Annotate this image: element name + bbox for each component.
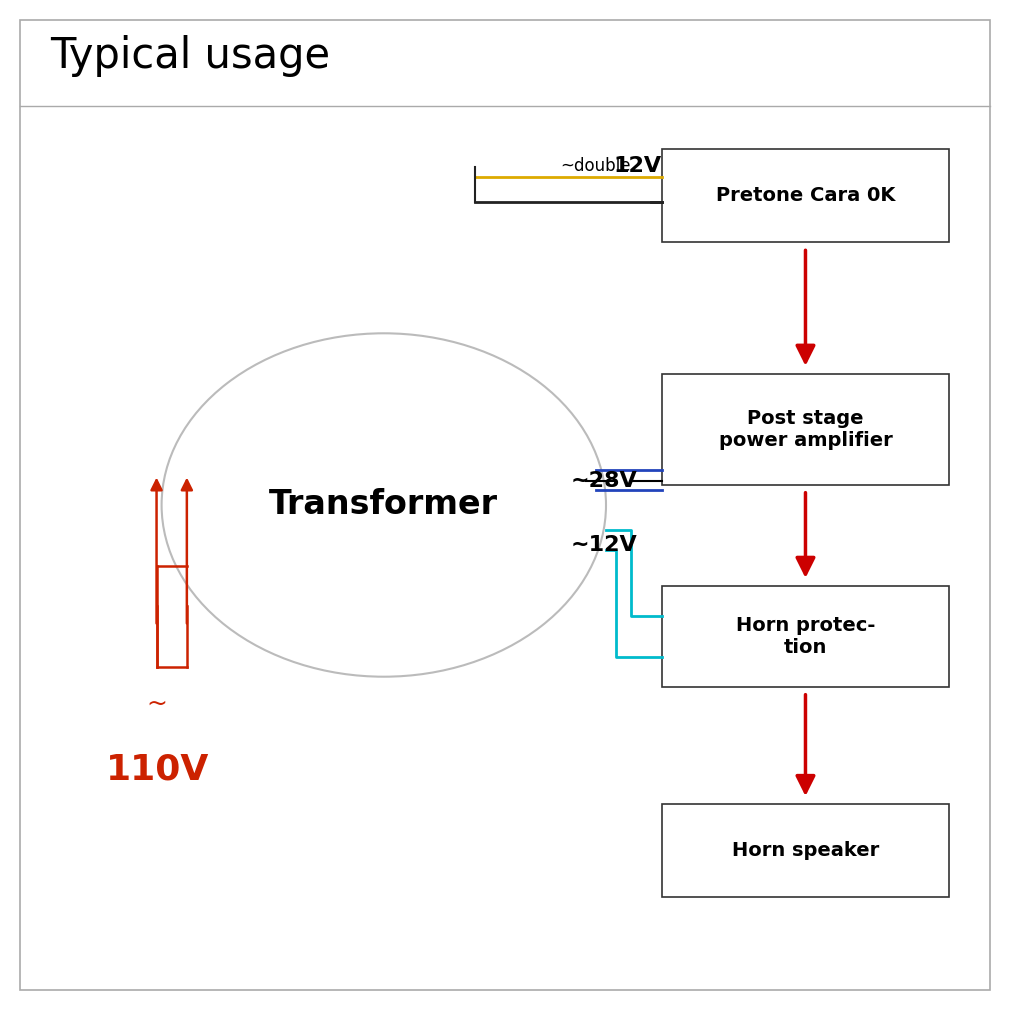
Text: 110V: 110V xyxy=(106,752,209,787)
Text: 12V: 12V xyxy=(613,156,662,176)
Bar xyxy=(662,374,949,485)
Text: Horn speaker: Horn speaker xyxy=(732,841,879,860)
Text: Pretone Cara 0K: Pretone Cara 0K xyxy=(716,187,895,205)
Bar xyxy=(662,586,949,687)
Text: Typical usage: Typical usage xyxy=(50,34,330,77)
Text: ~: ~ xyxy=(146,692,167,716)
Text: Post stage
power amplifier: Post stage power amplifier xyxy=(718,409,893,449)
Bar xyxy=(662,149,949,242)
Text: ~28V: ~28V xyxy=(571,471,637,491)
Text: ~12V: ~12V xyxy=(571,535,637,556)
Bar xyxy=(662,804,949,897)
Text: Transformer: Transformer xyxy=(270,489,498,521)
Ellipse shape xyxy=(162,333,606,677)
Text: Horn protec-
tion: Horn protec- tion xyxy=(736,616,875,656)
Text: ~double: ~double xyxy=(561,157,631,175)
